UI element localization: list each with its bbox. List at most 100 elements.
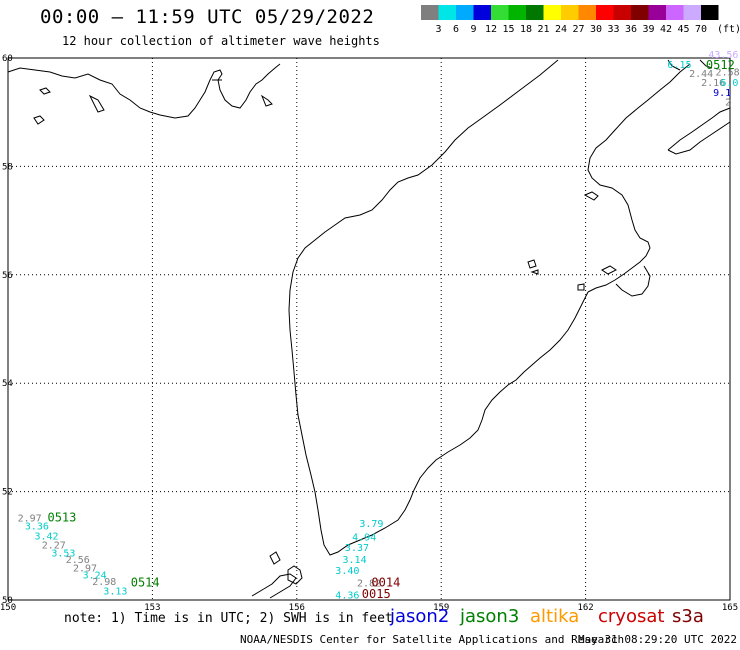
- wave-height-value: 2.97: [73, 563, 97, 574]
- colorbar-tick: 42: [660, 24, 672, 35]
- legend-cryosat: cryosat: [598, 606, 665, 627]
- colorbar-swatch: [631, 5, 649, 20]
- coastline: [7, 59, 731, 599]
- coastline-segment: [33, 115, 45, 125]
- colorbar-swatch: [666, 5, 684, 20]
- colorbar-tick: 12: [485, 24, 497, 35]
- longitude-label: 153: [144, 603, 160, 613]
- wave-height-value: 43.56: [708, 50, 738, 61]
- colorbar-swatch: [543, 5, 561, 20]
- pass-number-label: 0513: [47, 510, 76, 524]
- colorbar-tick: 6: [453, 24, 459, 35]
- coastline-segment: [530, 269, 539, 275]
- coastline-segment: [587, 63, 691, 293]
- wave-height-value: 3.37: [345, 543, 369, 554]
- latitude-label: 56: [2, 271, 13, 281]
- wave-height-value: 3.36: [25, 522, 49, 533]
- longitude-label: 156: [289, 603, 305, 613]
- coastline-segment: [601, 265, 617, 275]
- longitude-label: 162: [577, 603, 593, 613]
- wave-height-value: 6.15: [667, 60, 691, 71]
- pass-number-label: 0014: [371, 575, 400, 589]
- map-frame: [7, 57, 731, 601]
- coastline-segment: [667, 59, 713, 71]
- coastline-segment: [667, 107, 731, 155]
- wave-height-value: 3.13: [103, 587, 127, 598]
- coastline-segment: [39, 87, 51, 95]
- latitude-label: 52: [2, 488, 13, 498]
- colorbar-swatch: [613, 5, 631, 20]
- legend-jason2: jason2: [390, 606, 450, 627]
- colorbar-tick: 36: [625, 24, 637, 35]
- wave-height-value: 2.44: [689, 69, 713, 80]
- colorbar-swatch: [526, 5, 544, 20]
- colorbar-swatch: [421, 5, 439, 20]
- colorbar-tick: 45: [677, 24, 689, 35]
- generated-timestamp: May 31 08:29:20 UTC 2022: [578, 633, 737, 646]
- legend-jason3: jason3: [460, 606, 520, 627]
- latitude-label: 58: [2, 162, 13, 172]
- colorbar-unit: (ft): [717, 24, 740, 35]
- wave-height-observations: 2.973.363.422.273.532.562.973.242.983.13…: [18, 50, 740, 601]
- colorbar-swatch: [508, 5, 526, 20]
- wave-height-value: 2.82: [357, 578, 381, 589]
- longitude-label: 165: [722, 603, 738, 613]
- page-title: 00:00 – 11:59 UTC 05/29/2022: [40, 6, 375, 28]
- wave-height-value: 3.79: [359, 519, 383, 530]
- colorbar-swatch: [701, 5, 719, 20]
- colorbar-tick: 21: [537, 24, 549, 35]
- pass-number-label: 0512: [706, 58, 735, 72]
- longitude-label: 159: [433, 603, 449, 613]
- colorbar-swatch: [456, 5, 474, 20]
- colorbar-tick: 9: [470, 24, 476, 35]
- latitude-label: 54: [2, 379, 13, 389]
- wave-height-value: 3.40: [335, 566, 359, 577]
- colorbar-tick: 27: [572, 24, 584, 35]
- colorbar-tick: 70: [695, 24, 707, 35]
- graticule: [7, 57, 731, 601]
- colorbar-tick: 18: [520, 24, 532, 35]
- colorbar: 3 6 9 12 15 18 21 24 27 30 33 36 39 42 45 70 (ft): [421, 5, 740, 35]
- pass-number-label: 0514: [131, 575, 160, 589]
- footer-note: note: 1) Time is in UTC; 2) SWH is in fe…: [64, 611, 393, 626]
- colorbar-swatch: [683, 5, 701, 20]
- coastline-segment: [583, 191, 599, 201]
- coastline-segment: [287, 565, 303, 585]
- wave-height-value: 2.97: [18, 513, 42, 524]
- pass-number-label: 0015: [362, 587, 391, 601]
- latitude-label: 50: [2, 596, 13, 606]
- coastline-segment: [88, 94, 105, 113]
- coastline-segment: [615, 265, 651, 297]
- legend-altika: altika: [530, 606, 580, 627]
- coastline-segment: [288, 59, 589, 556]
- latitude-label: 60: [2, 54, 13, 64]
- colorbar-swatch: [491, 5, 509, 20]
- wave-height-value: 3.42: [34, 531, 58, 542]
- colorbar-swatch: [596, 5, 614, 20]
- colorbar-swatch: [648, 5, 666, 20]
- colorbar-swatch: [578, 5, 596, 20]
- colorbar-tick: 3: [435, 24, 441, 35]
- coastline-segment: [260, 94, 273, 107]
- coastline-segment: [577, 283, 585, 291]
- colorbar-tick: 15: [502, 24, 514, 35]
- colorbar-swatch: [438, 5, 456, 20]
- colorbar-swatch: [473, 5, 491, 20]
- colorbar-swatch: [561, 5, 579, 20]
- coastline-segment: [7, 63, 281, 119]
- coastline-segment: [527, 259, 537, 269]
- wave-height-value: 4.36: [335, 590, 359, 601]
- wave-height-value: 2.16: [701, 78, 725, 89]
- wave-height-value: 2.58: [716, 67, 740, 78]
- colorbar-tick: 24: [555, 24, 567, 35]
- longitude-label: 150: [0, 603, 16, 613]
- wave-height-value: 2.98: [92, 577, 116, 588]
- colorbar-tick: 30: [590, 24, 602, 35]
- wave-height-value: 6.0: [720, 78, 738, 89]
- wave-height-value: 2.56: [66, 555, 90, 566]
- wave-height-value: 4.94: [352, 532, 376, 543]
- colorbar-tick: 39: [642, 24, 654, 35]
- coastline-segment: [251, 573, 297, 599]
- colorbar-tick: 33: [607, 24, 619, 35]
